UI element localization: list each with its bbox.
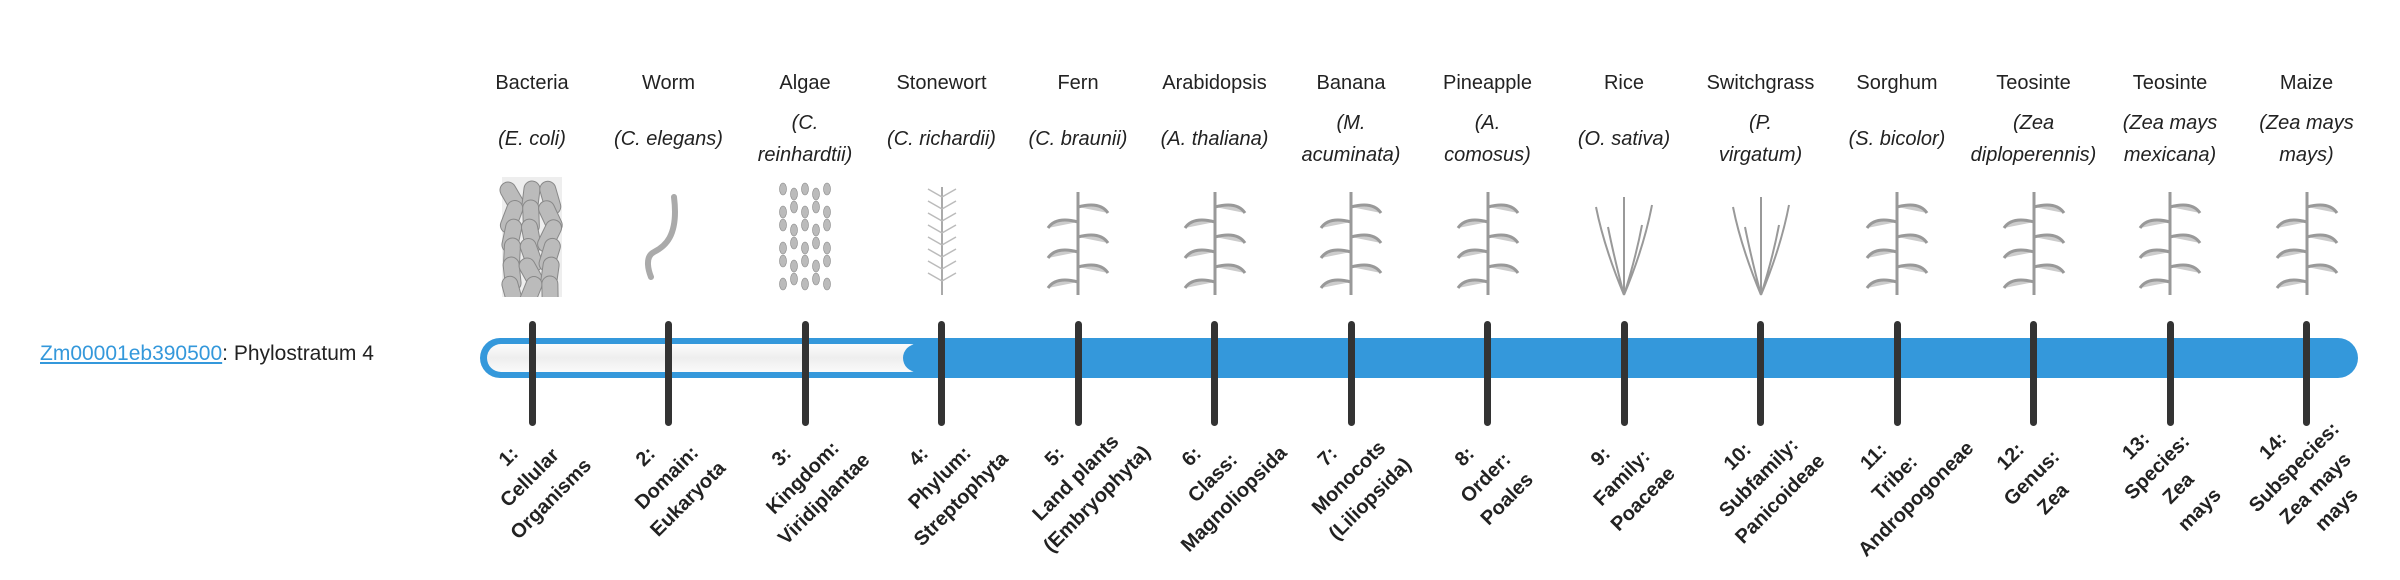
gene-phylostratum-label: Zm00001eb390500: Phylostratum 4 xyxy=(40,340,374,368)
stratum-rank-label: 5: Land plants (Embryophyta) xyxy=(994,396,1157,559)
pineapple-icon xyxy=(1420,177,1556,297)
species-name: (S. bicolor) xyxy=(1829,107,1965,171)
species-line: (E. coli) xyxy=(498,128,566,150)
species-line: (Zea mays xyxy=(2122,112,2218,134)
stratum-rank-label: 12: Genus: Zea xyxy=(1975,422,2087,534)
species-line: virgatum) xyxy=(1718,144,1803,166)
species-line: mexicana) xyxy=(2123,144,2217,166)
organism-name: Teosinte xyxy=(1996,72,2071,94)
phylostratum-bar xyxy=(480,338,2358,378)
species-line: (Zea xyxy=(2012,112,2055,134)
species-line: (M. xyxy=(1336,112,1366,134)
algae-icon xyxy=(737,177,873,297)
stratum-tick xyxy=(1757,321,1764,426)
stratum-rank-label: 9: Family: Poaceae xyxy=(1561,417,1682,538)
species-name: (E. coli) xyxy=(464,107,600,171)
species-name: (C. braunii) xyxy=(1010,107,1146,171)
stonewort-icon xyxy=(874,177,1010,297)
stratum-rank-label: 8: Order: Poales xyxy=(1431,423,1540,532)
stratum-rank-label: 3: Kingdom: Viridiplantae xyxy=(729,404,877,552)
stratum-tick xyxy=(528,321,536,426)
stratum-tick xyxy=(665,321,672,426)
organism-name: Fern xyxy=(1057,72,1099,94)
species-name: (Zea mays mays) xyxy=(2239,107,2375,171)
stratum-tick xyxy=(2166,321,2174,426)
stratum-rank-label: 2: Domain: Eukaryota xyxy=(600,412,732,544)
organism-name: Maize xyxy=(2279,72,2334,94)
sorghum-icon xyxy=(1829,177,1965,297)
species-line: (S. bicolor) xyxy=(1848,128,1946,150)
species-name: (Zea mays mexicana) xyxy=(2102,107,2238,171)
organism-name: Teosinte xyxy=(2132,72,2208,94)
stratum-tick xyxy=(1620,321,1628,426)
fern-icon xyxy=(1010,177,1146,297)
stratum-tick xyxy=(1347,321,1355,426)
species-line: (Zea mays xyxy=(2259,112,2354,134)
organism-name: Pineapple xyxy=(1443,72,1532,94)
species-name: (M. acuminata) xyxy=(1283,107,1419,171)
species-line: (A. thaliana) xyxy=(1160,128,1269,150)
stratum-tick xyxy=(1484,321,1491,426)
stratum-tick xyxy=(2030,321,2037,426)
stratum-rank-label: 6: Class: Magnoliopsida xyxy=(1131,397,1294,560)
organism-name: Bacteria xyxy=(495,72,569,94)
arabidopsis-icon xyxy=(1147,177,1283,297)
bar-track xyxy=(487,344,924,372)
species-line: diploperennis) xyxy=(1970,144,2097,166)
species-name: (C. richardii) xyxy=(874,107,1010,171)
species-line: (C. braunii) xyxy=(1028,128,1128,150)
stratum-rank-label: 4: Phylum: Streptophyta xyxy=(864,403,1015,554)
banana-icon xyxy=(1283,177,1419,297)
stratum-tick xyxy=(1211,321,1218,426)
stratum-tick xyxy=(801,321,809,426)
worm-icon xyxy=(601,177,737,297)
species-name: (O. sativa) xyxy=(1556,107,1692,171)
species-name: (C. elegans) xyxy=(601,107,737,171)
species-name: (Zea diploperennis) xyxy=(1966,107,2102,171)
organism-name: Worm xyxy=(642,72,695,94)
gene-link[interactable]: Zm00001eb390500 xyxy=(40,342,223,365)
separator: : xyxy=(222,342,234,365)
species-line: mays) xyxy=(2279,144,2334,166)
stratum-rank-label: 14: Subspecies: Zea mays mays xyxy=(2220,394,2388,562)
teosinte-icon xyxy=(1966,177,2102,297)
stratum-rank-label: 1: Cellular Organisms xyxy=(461,409,599,547)
maize-icon xyxy=(2239,177,2375,297)
organism-name: Rice xyxy=(1603,72,1644,94)
species-line: (P. xyxy=(1749,112,1772,134)
species-line: (C. richardii) xyxy=(887,128,996,150)
stratum-tick xyxy=(1893,321,1901,426)
teosinte-mexicana-icon xyxy=(2102,177,2238,297)
organism-name: Algae xyxy=(779,72,831,94)
stratum-rank-label: 10: Subfamily: Panicoideae xyxy=(1685,405,1831,551)
species-name: (P. virgatum) xyxy=(1693,107,1829,171)
rice-icon xyxy=(1556,177,1692,297)
stratum-rank-label: 7: Monocots (Liliopsida) xyxy=(1279,408,1418,547)
stratum-tick xyxy=(1074,321,1082,426)
species-name: (C. reinhardtii) xyxy=(737,107,873,171)
organism-name: Stonewort xyxy=(896,72,987,94)
bacteria-icon xyxy=(464,177,600,297)
species-line: acuminata) xyxy=(1301,144,1401,166)
organism-name: Banana xyxy=(1316,72,1386,94)
phylostratum-text: Phylostratum 4 xyxy=(233,342,374,365)
organism-name: Switchgrass xyxy=(1706,72,1815,94)
stratum-rank-label: 13: Species: Zea mays xyxy=(2096,406,2239,549)
species-name: (A. comosus) xyxy=(1420,107,1556,171)
stratum-tick xyxy=(938,321,945,426)
species-line: comosus) xyxy=(1444,144,1531,166)
switchgrass-icon xyxy=(1693,177,1829,297)
stratum-rank-label: 11: Tribe: Andropogoneae xyxy=(1809,392,1981,564)
species-line: (A. xyxy=(1474,112,1501,134)
species-line: (C. xyxy=(791,112,819,134)
organism-name: Sorghum xyxy=(1856,72,1938,94)
organism-name: Arabidopsis xyxy=(1162,72,1267,94)
species-line: reinhardtii) xyxy=(757,144,853,166)
species-line: (O. sativa) xyxy=(1577,128,1671,150)
stratum-tick xyxy=(2303,321,2310,426)
species-name: (A. thaliana) xyxy=(1147,107,1283,171)
species-line: (C. elegans) xyxy=(614,128,723,150)
